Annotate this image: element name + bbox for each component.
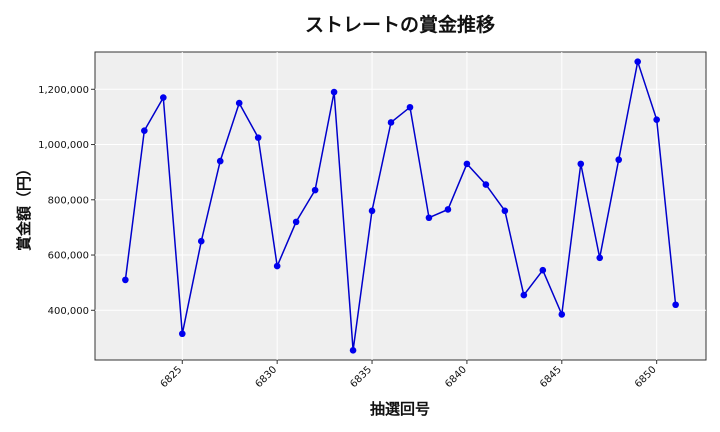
data-point — [273, 262, 281, 270]
data-point — [311, 186, 319, 194]
x-axis-label: 抽選回号 — [370, 400, 430, 418]
data-point — [520, 291, 528, 299]
data-point — [406, 103, 414, 111]
data-point — [463, 160, 471, 168]
x-tick-label: 6830 — [254, 364, 280, 390]
data-point — [141, 127, 148, 135]
data-point — [254, 134, 262, 141]
chart-title: ストレートの賞金推移 — [305, 13, 495, 36]
series-line — [124, 58, 677, 351]
data-point — [596, 254, 604, 262]
data-point — [482, 181, 490, 188]
y-tick-label: 400,000 — [48, 306, 89, 317]
data-point — [672, 301, 679, 309]
data-point — [368, 207, 376, 215]
data-point — [444, 206, 452, 213]
y-axis-ticks: 400,000 600,000 800,000 1,000,000 1,200,000 — [38, 85, 95, 317]
data-point — [178, 330, 186, 338]
data-points — [122, 58, 679, 354]
data-point — [539, 266, 547, 274]
y-tick-label: 1,000,000 — [38, 140, 89, 151]
data-point — [160, 94, 167, 101]
y-tick-label: 600,000 — [48, 251, 89, 262]
x-tick-label: 6850 — [633, 364, 659, 390]
x-tick-label: 6825 — [159, 364, 185, 390]
data-point — [387, 119, 395, 126]
data-point — [558, 311, 566, 318]
data-point — [501, 207, 509, 215]
data-point — [235, 99, 243, 107]
x-axis-ticks: 6825 6830 6835 6840 6845 6850 — [159, 360, 659, 390]
y-axis-label: 賞金額（円） — [15, 161, 33, 251]
data-point — [425, 214, 433, 222]
data-point — [653, 116, 660, 123]
x-tick-label: 6845 — [538, 364, 564, 390]
data-point — [197, 237, 205, 245]
data-point — [330, 88, 338, 96]
data-point — [292, 218, 300, 226]
data-point — [634, 58, 641, 65]
y-tick-label: 800,000 — [48, 195, 89, 206]
data-point — [349, 347, 357, 354]
y-tick-label: 1,200,000 — [38, 85, 89, 96]
data-point — [615, 156, 623, 164]
x-tick-label: 6840 — [443, 364, 469, 390]
data-point — [577, 160, 585, 168]
data-point — [216, 157, 224, 165]
grid-lines — [95, 52, 706, 360]
x-tick-label: 6835 — [348, 364, 374, 390]
plot-area — [94, 51, 707, 361]
data-point — [122, 276, 129, 284]
